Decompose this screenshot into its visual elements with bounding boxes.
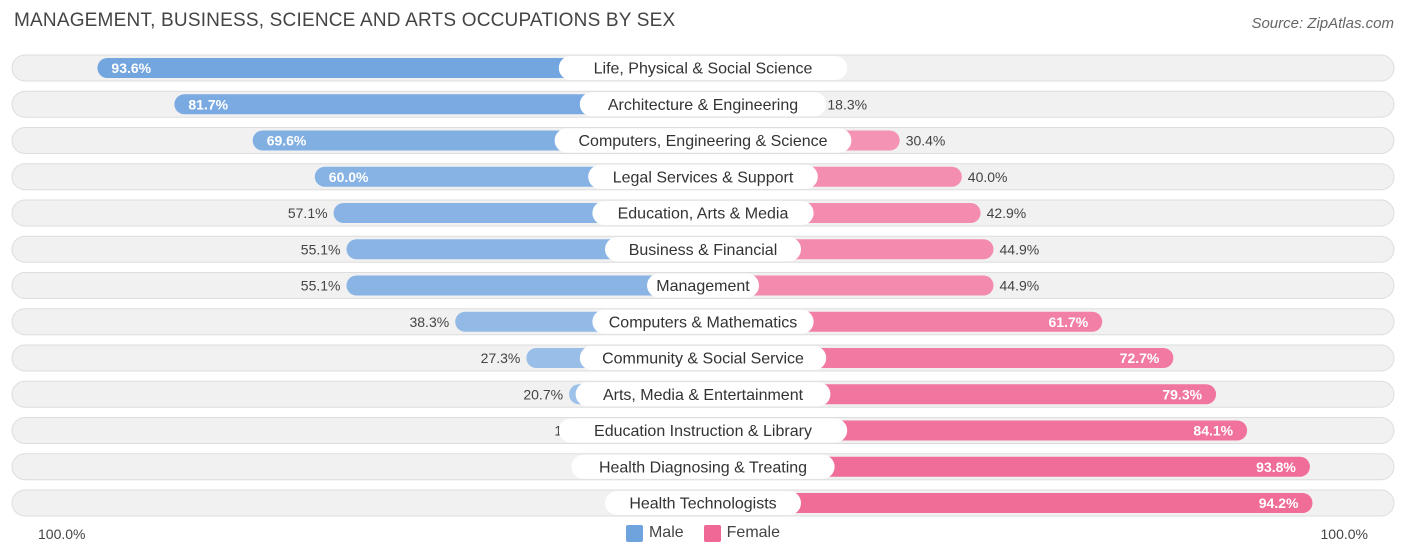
male-value-label: 27.3% — [481, 350, 521, 366]
category-pill — [554, 128, 852, 153]
category-label: Community & Social Service — [602, 351, 804, 368]
female-bar — [703, 493, 1313, 513]
female-value-label: 84.1% — [1193, 423, 1233, 439]
axis-left-label: 100.0% — [38, 526, 86, 542]
male-bar — [346, 275, 703, 296]
source-label: Source: ZipAtlas.com — [1251, 15, 1394, 32]
legend-swatch-female — [703, 524, 721, 542]
male-value-label: 93.6% — [111, 60, 151, 76]
male-value-label: 69.6% — [267, 133, 307, 149]
female-value-label: 79.3% — [1162, 386, 1202, 402]
female-value-label: 93.8% — [1256, 459, 1296, 475]
category-pill — [605, 237, 801, 262]
category-label: Education Instruction & Library — [594, 423, 812, 440]
category-label: Arts, Media & Entertainment — [603, 387, 804, 404]
category-label: Computers & Mathematics — [609, 314, 798, 331]
category-pill — [558, 418, 848, 443]
female-value-label: 30.4% — [906, 133, 946, 149]
male-bar — [97, 58, 703, 78]
category-label: Life, Physical & Social Science — [594, 61, 813, 78]
legend-swatch-male — [625, 524, 643, 542]
male-value-label: 55.1% — [301, 241, 341, 257]
male-bar — [174, 94, 703, 115]
category-pill — [588, 164, 818, 189]
female-value-label: 40.0% — [968, 169, 1008, 185]
axis-right-label: 100.0% — [1320, 526, 1368, 542]
diverging-bar-chart: 93.6%6.5%Life, Physical & Social Science… — [11, 54, 1395, 517]
category-label: Management — [656, 278, 750, 295]
female-value-label: 94.2% — [1259, 495, 1299, 511]
female-bar — [703, 456, 1310, 477]
category-pill — [579, 92, 827, 117]
category-pill — [647, 273, 759, 298]
legend-item-female[interactable]: Female — [703, 524, 781, 542]
male-value-label: 38.3% — [409, 314, 449, 330]
category-pill — [558, 56, 848, 80]
category-label: Education, Arts & Media — [618, 206, 789, 223]
category-label: Health Diagnosing & Treating — [599, 459, 807, 476]
female-value-label: 42.9% — [987, 205, 1027, 221]
legend: Male Female — [0, 524, 1406, 542]
female-value-label: 44.9% — [1000, 241, 1040, 257]
category-pill — [592, 309, 814, 334]
chart-title: MANAGEMENT, BUSINESS, SCIENCE AND ARTS O… — [14, 10, 676, 31]
category-pill — [605, 491, 801, 515]
category-label: Health Technologists — [629, 496, 776, 513]
female-value-label: 61.7% — [1048, 314, 1088, 330]
legend-label-female: Female — [726, 524, 781, 541]
male-value-label: 60.0% — [329, 169, 369, 185]
category-label: Business & Financial — [629, 242, 778, 259]
male-value-label: 81.7% — [188, 96, 228, 112]
female-value-label: 44.9% — [1000, 278, 1040, 294]
legend-label-male: Male — [648, 524, 684, 541]
female-bar — [703, 275, 994, 296]
male-value-label: 55.1% — [301, 278, 341, 294]
category-pill — [579, 346, 827, 370]
male-value-label: 57.1% — [288, 205, 328, 221]
category-pill — [571, 454, 835, 479]
female-value-label: 72.7% — [1120, 350, 1160, 366]
female-value-label: 18.3% — [827, 96, 867, 112]
category-label: Legal Services & Support — [613, 169, 794, 186]
category-pill — [575, 382, 831, 407]
female-bar — [703, 384, 1217, 405]
male-value-label: 20.7% — [523, 386, 563, 402]
category-label: Computers, Engineering & Science — [578, 133, 827, 150]
legend-item-male[interactable]: Male — [625, 524, 684, 542]
category-label: Architecture & Engineering — [608, 97, 798, 114]
category-pill — [592, 201, 814, 225]
